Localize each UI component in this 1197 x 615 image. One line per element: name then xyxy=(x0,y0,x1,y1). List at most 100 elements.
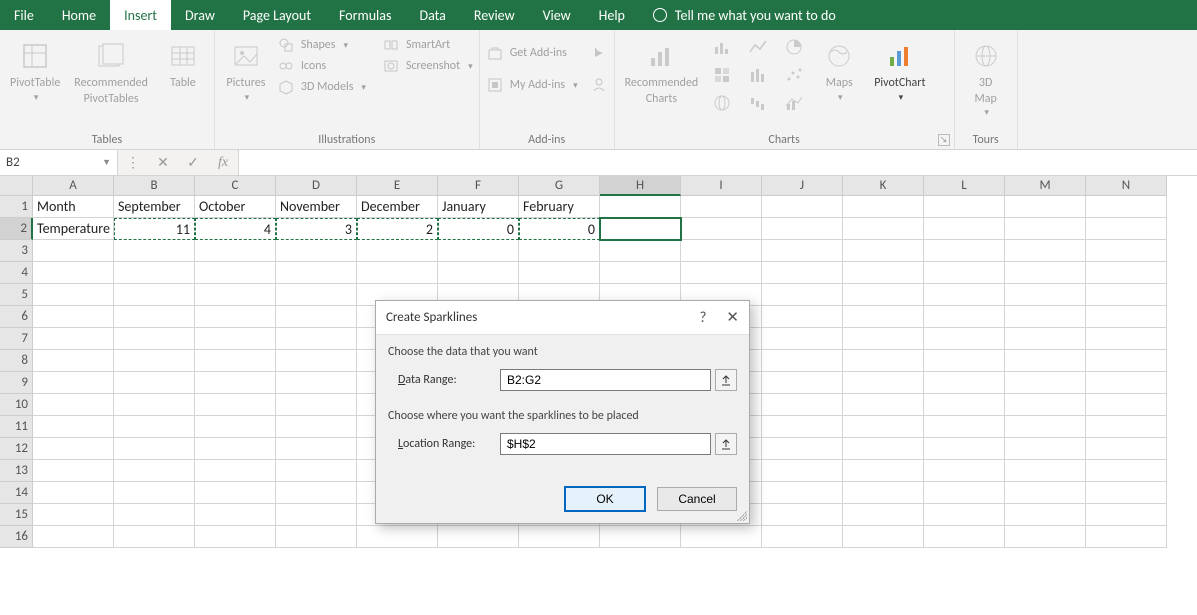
cell[interactable] xyxy=(114,416,195,438)
pivotchart-button[interactable]: PivotChart ▾ xyxy=(870,34,929,105)
cell[interactable] xyxy=(1086,240,1167,262)
options-icon[interactable]: ⋮ xyxy=(118,154,148,171)
cell[interactable] xyxy=(924,262,1005,284)
cell[interactable] xyxy=(843,262,924,284)
menu-tab-draw[interactable]: Draw xyxy=(171,0,229,30)
cell[interactable]: 2 xyxy=(357,218,438,240)
cell[interactable] xyxy=(843,240,924,262)
cell[interactable] xyxy=(762,284,843,306)
name-box[interactable]: B2 ▼ xyxy=(0,150,118,175)
ok-button[interactable]: OK xyxy=(565,487,645,511)
cell[interactable] xyxy=(924,240,1005,262)
row-header[interactable]: 1 xyxy=(0,196,33,218)
dialog-titlebar[interactable]: Create Sparklines ? ✕ xyxy=(376,301,749,335)
cell[interactable] xyxy=(276,526,357,548)
menu-tab-data[interactable]: Data xyxy=(405,0,459,30)
cell[interactable] xyxy=(1086,284,1167,306)
cell[interactable] xyxy=(519,262,600,284)
cell[interactable]: Temperature xyxy=(33,218,114,240)
cell[interactable] xyxy=(33,416,114,438)
column-header[interactable]: B xyxy=(114,176,195,196)
hierarchy-chart-icon[interactable] xyxy=(708,62,736,88)
cell[interactable] xyxy=(114,460,195,482)
cell[interactable] xyxy=(33,504,114,526)
bar-chart-icon[interactable] xyxy=(708,34,736,60)
cell[interactable] xyxy=(1005,438,1086,460)
cell[interactable] xyxy=(195,438,276,460)
cell[interactable] xyxy=(114,504,195,526)
row-header[interactable]: 16 xyxy=(0,526,33,548)
menu-tab-file[interactable]: File xyxy=(0,0,48,30)
cell[interactable] xyxy=(924,350,1005,372)
column-header[interactable]: L xyxy=(924,176,1005,196)
cell[interactable] xyxy=(438,526,519,548)
cell[interactable] xyxy=(600,196,681,218)
cell[interactable]: 11 xyxy=(114,218,195,240)
fx-icon[interactable]: fx xyxy=(208,155,238,171)
cell[interactable] xyxy=(114,262,195,284)
menu-tab-insert[interactable]: Insert xyxy=(110,0,171,30)
cell[interactable] xyxy=(762,526,843,548)
pivot-table-button[interactable]: PivotTable ▾ xyxy=(6,34,64,105)
cell[interactable] xyxy=(924,394,1005,416)
get-addins-button[interactable]: Get Add-ins xyxy=(486,44,578,62)
cell[interactable] xyxy=(762,306,843,328)
cell[interactable] xyxy=(1086,526,1167,548)
cell[interactable] xyxy=(276,394,357,416)
cell[interactable] xyxy=(1005,482,1086,504)
cell[interactable] xyxy=(276,262,357,284)
enter-formula-icon[interactable]: ✓ xyxy=(178,154,208,171)
cell[interactable] xyxy=(276,416,357,438)
row-header[interactable]: 9 xyxy=(0,372,33,394)
cell[interactable] xyxy=(681,526,762,548)
cell[interactable] xyxy=(1005,240,1086,262)
tell-me[interactable]: Tell me what you want to do xyxy=(639,0,850,30)
my-addins-button[interactable]: My Add-ins▾ xyxy=(486,76,578,94)
cell[interactable] xyxy=(843,504,924,526)
charts-dialog-launcher[interactable]: ↘ xyxy=(938,134,950,146)
cell[interactable] xyxy=(843,328,924,350)
scatter-chart-icon[interactable] xyxy=(780,62,808,88)
cell[interactable] xyxy=(114,350,195,372)
cell[interactable] xyxy=(924,526,1005,548)
cancel-formula-icon[interactable]: ✕ xyxy=(148,154,178,171)
cell[interactable] xyxy=(33,372,114,394)
cell[interactable] xyxy=(1086,328,1167,350)
cell[interactable] xyxy=(924,196,1005,218)
cell[interactable] xyxy=(195,460,276,482)
chart-types-gallery[interactable] xyxy=(708,34,808,116)
cell[interactable] xyxy=(195,284,276,306)
cell[interactable] xyxy=(843,306,924,328)
cancel-button[interactable]: Cancel xyxy=(657,487,737,511)
cell[interactable] xyxy=(924,284,1005,306)
cell[interactable] xyxy=(843,438,924,460)
cell[interactable] xyxy=(114,394,195,416)
menu-tab-home[interactable]: Home xyxy=(48,0,110,30)
cell[interactable] xyxy=(276,504,357,526)
cell[interactable] xyxy=(924,306,1005,328)
cell[interactable] xyxy=(33,526,114,548)
row-header[interactable]: 15 xyxy=(0,504,33,526)
cell[interactable] xyxy=(924,416,1005,438)
map-chart-icon[interactable] xyxy=(708,90,736,116)
cell[interactable] xyxy=(843,372,924,394)
cell[interactable] xyxy=(924,482,1005,504)
cell[interactable] xyxy=(1086,504,1167,526)
cell[interactable] xyxy=(1086,372,1167,394)
cell[interactable] xyxy=(762,240,843,262)
row-header[interactable]: 13 xyxy=(0,460,33,482)
cell[interactable] xyxy=(600,218,681,240)
cell[interactable] xyxy=(195,262,276,284)
cell[interactable] xyxy=(519,240,600,262)
menu-tab-review[interactable]: Review xyxy=(460,0,529,30)
column-header[interactable]: E xyxy=(357,176,438,196)
waterfall-chart-icon[interactable] xyxy=(744,90,772,116)
cell[interactable]: September xyxy=(114,196,195,218)
cell[interactable] xyxy=(114,372,195,394)
cell[interactable] xyxy=(843,350,924,372)
table-button[interactable]: Table xyxy=(158,34,208,94)
cell[interactable] xyxy=(762,328,843,350)
cell[interactable] xyxy=(1005,350,1086,372)
cell[interactable] xyxy=(1086,460,1167,482)
maps-button[interactable]: Maps ▾ xyxy=(814,34,864,105)
